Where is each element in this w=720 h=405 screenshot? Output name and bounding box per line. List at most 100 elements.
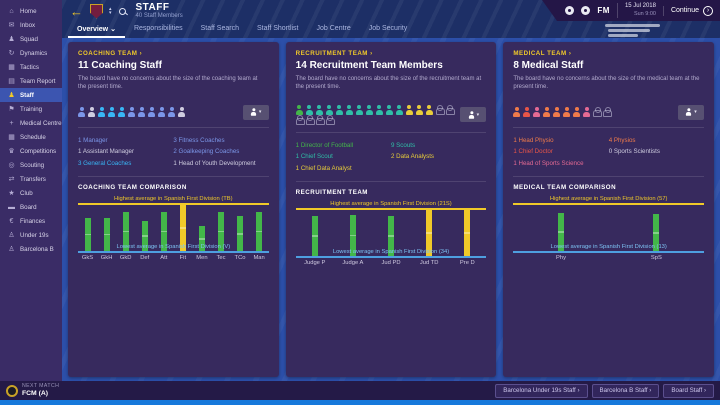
role-count[interactable]: 3 General Coaches xyxy=(78,159,132,167)
chart-bar[interactable] xyxy=(141,220,148,252)
chart-x-label: Man xyxy=(253,255,265,262)
chart-bar[interactable] xyxy=(84,218,91,252)
chart-bar[interactable] xyxy=(198,225,205,252)
chart-bar[interactable] xyxy=(464,210,471,257)
sidebar-item-home[interactable]: ⌂ Home xyxy=(0,4,62,18)
chart-x-label: GkD xyxy=(119,255,132,262)
tactics-icon: ▦ xyxy=(8,64,15,71)
staff-person-icon xyxy=(158,107,165,118)
tab-job-centre[interactable]: Job Centre xyxy=(316,25,351,32)
role-count[interactable]: 1 Chief Scout xyxy=(295,153,333,161)
manager-profile-icon[interactable] xyxy=(581,6,591,15)
finances-icon: € xyxy=(9,217,14,225)
staff-person-icon xyxy=(305,104,313,115)
sidebar-item-under-19s[interactable]: ♙ Under 19s xyxy=(0,228,62,242)
chart-bar[interactable] xyxy=(256,212,263,252)
chart-bar[interactable] xyxy=(653,214,660,252)
coaching-team-panel: COACHING TEAM › 11 Coaching Staff The boar… xyxy=(68,42,279,377)
chart-bar-column xyxy=(192,205,211,252)
recruitment-team-staff-menu-button[interactable]: ▾ xyxy=(460,107,487,123)
chart-bar[interactable] xyxy=(237,216,244,252)
role-count[interactable]: 2 Goalkeeping Coaches xyxy=(173,148,240,156)
sidebar-item-tactics[interactable]: ▦ Tactics xyxy=(0,60,62,74)
next-match-widget[interactable]: NEXT MATCH FCM (A) xyxy=(6,383,59,398)
role-count[interactable]: 1 Head of Youth Development xyxy=(173,159,256,167)
tab-responsibilities[interactable]: Responsibilities xyxy=(133,25,183,32)
role-count[interactable]: 2 Data Analysts xyxy=(391,153,435,161)
sidebar-item-label: Staff xyxy=(20,91,34,99)
chart-plot: Lowest average in Spanish First Division… xyxy=(513,203,705,254)
globe-icon[interactable] xyxy=(565,6,575,15)
medical-team-section-link[interactable]: MEDICAL TEAM › xyxy=(513,50,572,57)
board-staff-button[interactable]: Board Staff › xyxy=(663,383,714,398)
role-count[interactable]: 4 Physios xyxy=(608,136,636,144)
role-count[interactable]: 1 Director of Football xyxy=(295,141,354,149)
panel-title: 11 Coaching Staff xyxy=(78,60,162,71)
back-button[interactable]: ← xyxy=(70,3,83,19)
sidebar-item-squad[interactable]: ♟ Squad xyxy=(0,32,62,46)
recruitment-team-section-link[interactable]: RECRUITMENT TEAM › xyxy=(295,50,373,57)
person-icon xyxy=(468,111,474,119)
tab-job-security[interactable]: Job Security xyxy=(368,25,408,32)
role-count[interactable]: 1 Manager xyxy=(78,136,108,144)
chart-bar[interactable] xyxy=(558,212,565,252)
coaching-team-section-link[interactable]: COACHING TEAM › xyxy=(78,50,143,57)
coaching-team-staff-menu-button[interactable]: ▾ xyxy=(242,104,269,120)
chart-bar[interactable] xyxy=(217,212,224,252)
role-count[interactable]: 9 Scouts xyxy=(391,141,416,149)
chart-bar[interactable] xyxy=(160,212,167,252)
sidebar-item-competitions[interactable]: ♛ Competitions xyxy=(0,144,62,158)
chart-bottom-label: Lowest average in Spanish First Division… xyxy=(116,244,231,251)
sidebar-item-board[interactable]: ▬ Board xyxy=(0,200,62,214)
sidebar-item-club[interactable]: ★ Club xyxy=(0,186,62,200)
chart-bar[interactable] xyxy=(122,212,129,252)
sidebar-item-inbox[interactable]: ✉ Inbox xyxy=(0,18,62,32)
tab-staff-search[interactable]: Staff Search xyxy=(200,25,239,32)
sidebar-item-label: Home xyxy=(20,7,37,15)
sidebar-item-finances[interactable]: € Finances xyxy=(0,214,62,228)
club-crest-icon[interactable] xyxy=(90,3,103,19)
sidebar-item-medical-centre[interactable]: + Medical Centre xyxy=(0,116,62,130)
continue-button[interactable]: Continue › xyxy=(662,5,713,16)
chart-bar[interactable] xyxy=(179,205,186,252)
sidebar-item-dynamics[interactable]: ↻ Dynamics xyxy=(0,46,62,60)
chart-bar[interactable] xyxy=(388,215,395,257)
tab-overview[interactable]: Overview ⌄ xyxy=(68,21,125,38)
sidebar-item-team-report[interactable]: ▤ Team Report xyxy=(0,74,62,88)
chart-bar[interactable] xyxy=(349,214,356,257)
staff-person-icon xyxy=(563,107,571,118)
staff-person-icon xyxy=(178,107,185,118)
recruitment-team-panel: RECRUITMENT TEAM › 14 Recruitment Team Me… xyxy=(285,42,497,377)
staff-person-icon xyxy=(98,107,105,118)
staff-person-icons xyxy=(513,107,613,118)
sidebar-item-transfers[interactable]: ⇄ Transfers xyxy=(0,172,62,186)
sidebar-item-staff[interactable]: ♟ Staff xyxy=(0,88,62,102)
role-count[interactable]: 1 Head of Sports Science xyxy=(513,159,584,167)
role-count[interactable]: 1 Assistant Manager xyxy=(78,148,135,156)
sidebar-item-label: Squad xyxy=(20,35,38,43)
role-count[interactable]: 1 Head Physio xyxy=(513,136,554,144)
sidebar-item-label: Barcelona B xyxy=(20,245,54,253)
barcelona-b-staff-button[interactable]: Barcelona B Staff › xyxy=(591,383,660,398)
sidebar-item-schedule[interactable]: ▦ Schedule xyxy=(0,130,62,144)
role-count[interactable]: 3 Fitness Coaches xyxy=(173,136,225,144)
role-count[interactable]: 1 Chief Doctor xyxy=(513,148,553,156)
staff-person-empty-icon xyxy=(295,114,305,125)
medical-team-staff-menu-button[interactable]: ▾ xyxy=(678,104,705,120)
role-count[interactable]: 1 Chief Data Analyst xyxy=(295,164,352,172)
search-icon[interactable] xyxy=(118,7,126,15)
section-switch-arrows[interactable]: ▴ ▾ xyxy=(109,7,112,16)
chart-bar[interactable] xyxy=(426,210,433,257)
sidebar-item-barcelona-b[interactable]: ♙ Barcelona B xyxy=(0,242,62,256)
chart-bar[interactable] xyxy=(311,215,318,257)
tab-staff-shortlist[interactable]: Staff Shortlist xyxy=(257,25,299,32)
role-count[interactable]: 0 Sports Scientists xyxy=(608,148,660,156)
staff-person-empty-icon xyxy=(435,104,445,115)
chart-bar[interactable] xyxy=(103,218,110,252)
barcelona-under-19s-staff-button[interactable]: Barcelona Under 19s Staff › xyxy=(495,383,588,398)
sidebar-item-scouting[interactable]: ◎ Scouting xyxy=(0,158,62,172)
sidebar-item-training[interactable]: ⚑ Training xyxy=(0,102,62,116)
staff-person-icon xyxy=(583,107,591,118)
chart-title: COACHING TEAM COMPARISON xyxy=(78,184,187,192)
page-title: STAFF xyxy=(135,2,170,14)
